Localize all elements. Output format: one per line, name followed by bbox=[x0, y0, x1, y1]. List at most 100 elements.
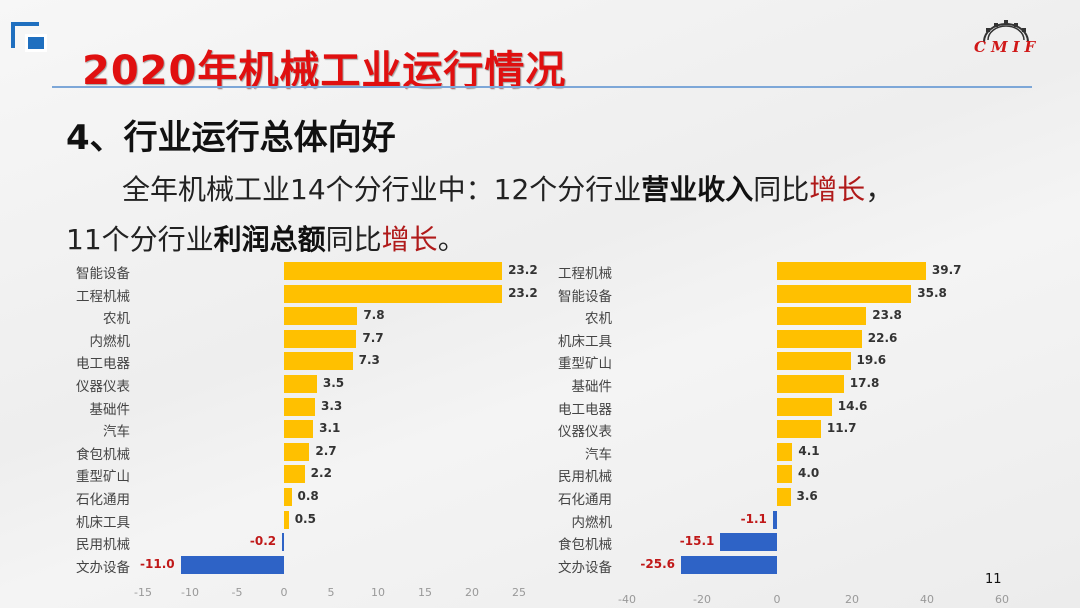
data-bar bbox=[284, 307, 358, 326]
data-bar bbox=[777, 307, 867, 326]
summary-text: 全年机械工业14个分行业中：12个分行业 bbox=[122, 173, 642, 206]
category-label: 文办设备 bbox=[76, 559, 130, 576]
category-label: 内燃机 bbox=[89, 333, 131, 350]
value-label: -11.0 bbox=[140, 556, 175, 571]
data-bar bbox=[284, 397, 316, 416]
data-bar bbox=[284, 352, 353, 371]
value-label: 2.7 bbox=[315, 443, 337, 458]
gear-icon bbox=[983, 20, 1029, 42]
x-axis-tick: 20 bbox=[465, 586, 479, 599]
category-label: 工程机械 bbox=[558, 266, 612, 282]
value-label: 19.6 bbox=[856, 353, 887, 368]
category-label: 仪器仪表 bbox=[558, 424, 612, 441]
summary-line-1: 全年机械工业14个分行业中：12个分行业营业收入同比增长， bbox=[122, 168, 893, 208]
category-label: 智能设备 bbox=[76, 266, 130, 282]
summary-bold-revenue: 营业收入 bbox=[641, 173, 754, 206]
data-bar bbox=[284, 510, 289, 529]
x-axis-tick: -10 bbox=[181, 586, 199, 599]
value-label: 3.1 bbox=[319, 421, 341, 436]
data-bar bbox=[681, 555, 777, 574]
category-label: 汽车 bbox=[585, 446, 612, 463]
category-label: 食包机械 bbox=[76, 446, 130, 463]
cmif-logo-text: CMIF bbox=[974, 38, 1041, 56]
value-label: 17.8 bbox=[849, 376, 880, 390]
category-label: 智能设备 bbox=[558, 288, 612, 305]
category-label: 仪器仪表 bbox=[76, 379, 130, 395]
data-bar bbox=[777, 262, 926, 280]
x-axis-tick: 60 bbox=[995, 593, 1009, 606]
category-label: 机床工具 bbox=[76, 514, 130, 531]
data-bar bbox=[282, 533, 284, 552]
value-label: 14.6 bbox=[837, 398, 868, 413]
value-label: -1.1 bbox=[740, 511, 767, 526]
category-label: 电工电器 bbox=[558, 401, 612, 418]
title-divider bbox=[52, 86, 1032, 88]
category-label: 重型矿山 bbox=[558, 356, 612, 373]
data-bar bbox=[284, 442, 310, 461]
value-label: 39.7 bbox=[931, 263, 962, 277]
data-bar bbox=[284, 262, 503, 280]
x-axis-tick: 40 bbox=[920, 593, 934, 606]
value-label: 22.6 bbox=[867, 330, 898, 345]
value-label: 4.0 bbox=[798, 466, 820, 481]
data-bar bbox=[777, 329, 862, 348]
data-bar bbox=[777, 284, 912, 303]
summary-red-growth: 增长 bbox=[381, 223, 438, 256]
x-axis-tick: 5 bbox=[327, 586, 335, 599]
x-axis-tick: -5 bbox=[231, 586, 243, 599]
value-label: 23.2 bbox=[508, 263, 538, 277]
data-bar bbox=[284, 465, 305, 484]
data-bar bbox=[772, 510, 777, 529]
value-label: 3.3 bbox=[321, 398, 343, 413]
value-label: 7.3 bbox=[358, 353, 380, 368]
category-label: 文办设备 bbox=[558, 559, 612, 576]
category-label: 工程机械 bbox=[76, 288, 130, 305]
section-heading: 4、行业运行总体向好 bbox=[66, 118, 396, 158]
value-label: -25.6 bbox=[640, 556, 675, 571]
summary-line-2: 11个分行业利润总额同比增长。 bbox=[66, 218, 466, 258]
x-axis-tick: -20 bbox=[693, 593, 711, 606]
category-label: 基础件 bbox=[89, 401, 131, 418]
value-label: 0.8 bbox=[297, 489, 319, 503]
value-label: 0.5 bbox=[294, 511, 316, 526]
x-axis-tick: 10 bbox=[371, 586, 385, 599]
value-label: 23.8 bbox=[872, 308, 902, 323]
data-bar bbox=[777, 397, 832, 416]
data-bar bbox=[777, 352, 851, 371]
x-axis-tick: 0 bbox=[773, 593, 781, 606]
category-label: 汽车 bbox=[103, 424, 130, 441]
summary-text: 同比 bbox=[753, 173, 810, 206]
category-label: 民用机械 bbox=[76, 537, 130, 554]
category-label: 电工电器 bbox=[76, 356, 130, 373]
summary-red-growth: 增长 bbox=[809, 173, 866, 206]
data-bar bbox=[777, 465, 792, 484]
data-bar bbox=[777, 488, 791, 506]
value-label: 11.7 bbox=[826, 421, 857, 436]
data-bar bbox=[777, 420, 821, 439]
value-label: -0.2 bbox=[249, 534, 277, 549]
category-label: 农机 bbox=[585, 311, 612, 328]
data-bar bbox=[284, 329, 357, 348]
data-bar bbox=[720, 533, 777, 552]
value-label: 2.2 bbox=[310, 466, 332, 481]
summary-text: 11个分行业 bbox=[66, 223, 214, 256]
data-bar bbox=[777, 442, 793, 461]
category-label: 重型矿山 bbox=[76, 469, 130, 486]
value-label: 7.8 bbox=[363, 308, 385, 323]
summary-text: 。 bbox=[437, 223, 466, 256]
value-label: 3.5 bbox=[322, 376, 345, 390]
value-label: -15.1 bbox=[679, 534, 715, 549]
value-label: 35.8 bbox=[917, 285, 947, 300]
x-axis-tick: -15 bbox=[134, 586, 152, 599]
data-bar bbox=[180, 555, 284, 574]
x-axis-tick: -40 bbox=[618, 593, 636, 606]
data-bar bbox=[284, 420, 314, 439]
page-number: 11 bbox=[985, 572, 1002, 587]
x-axis-tick: 15 bbox=[418, 586, 432, 599]
data-bar bbox=[284, 375, 317, 393]
category-label: 石化通用 bbox=[76, 492, 130, 508]
cmif-logo: CMIF bbox=[970, 20, 1050, 60]
summary-text: ， bbox=[865, 173, 894, 206]
value-label: 23.2 bbox=[508, 285, 538, 300]
